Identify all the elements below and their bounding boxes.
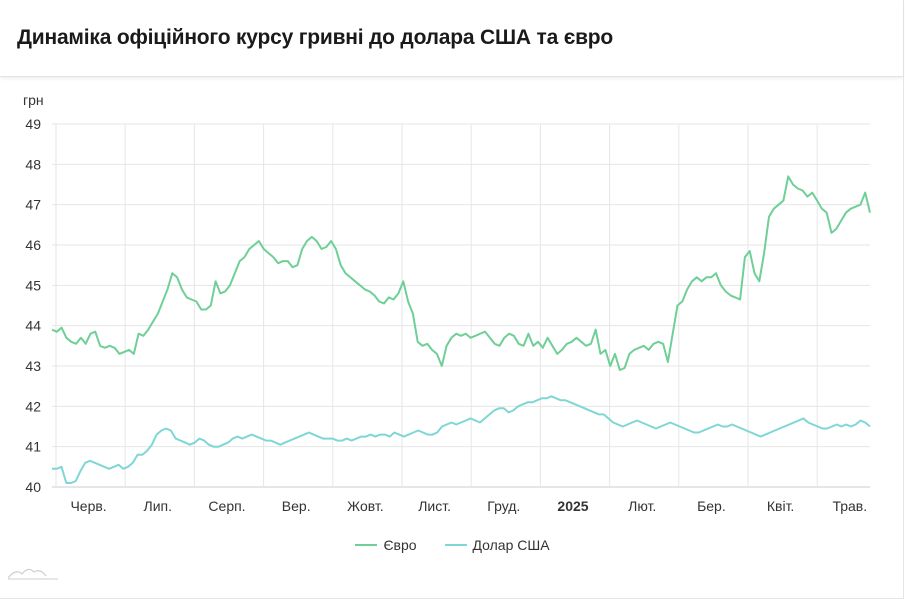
legend-label-usd: Долар США bbox=[472, 537, 550, 553]
y-tick-label: 40 bbox=[25, 479, 41, 495]
x-tick-label: 2025 bbox=[557, 498, 588, 514]
y-tick-label: 41 bbox=[25, 439, 41, 455]
series-lines bbox=[51, 175, 871, 484]
y-axis-unit-label: грн bbox=[23, 92, 44, 108]
legend: Євро Долар США bbox=[0, 537, 905, 553]
grid bbox=[52, 123, 870, 488]
x-tick-label: Квіт. bbox=[767, 498, 794, 514]
page-title: Динаміка офіційного курсу гривні до дола… bbox=[17, 26, 614, 49]
y-tick-label: 49 bbox=[25, 116, 41, 132]
x-tick-label: Жовт. bbox=[347, 498, 383, 514]
chart-header: Динаміка офіційного курсу гривні до дола… bbox=[0, 0, 903, 77]
legend-swatch-usd bbox=[444, 544, 467, 546]
y-tick-label: 45 bbox=[25, 277, 41, 293]
y-axis-ticks: 40 41 42 43 44 45 46 47 48 49 bbox=[25, 116, 41, 495]
legend-label-euro: Євро bbox=[383, 537, 417, 553]
y-tick-label: 43 bbox=[25, 358, 41, 374]
x-tick-label: Трав. bbox=[832, 498, 867, 514]
legend-item-euro[interactable]: Євро bbox=[355, 537, 417, 553]
y-tick-label: 48 bbox=[25, 156, 41, 172]
x-tick-label: Лип. bbox=[144, 498, 172, 514]
chart-logo-icon bbox=[7, 568, 58, 580]
legend-item-usd[interactable]: Долар США bbox=[444, 537, 550, 553]
x-tick-label: Серп. bbox=[208, 498, 245, 514]
x-axis-ticks: Черв. Лип. Серп. Вер. Жовт. Лист. Груд. 2025 Лют… bbox=[70, 498, 867, 514]
legend-swatch-euro bbox=[355, 544, 378, 546]
y-tick-label: 42 bbox=[25, 398, 41, 414]
x-tick-label: Груд. bbox=[487, 498, 520, 514]
x-tick-label: Лист. bbox=[418, 498, 451, 514]
x-tick-label: Вер. bbox=[282, 498, 311, 514]
x-tick-label: Лют. bbox=[628, 498, 656, 514]
x-tick-label: Черв. bbox=[70, 498, 106, 514]
x-tick-label: Бер. bbox=[697, 498, 726, 514]
series-line-euro bbox=[51, 175, 871, 371]
y-tick-label: 47 bbox=[25, 197, 41, 213]
series-line-usd bbox=[52, 395, 871, 484]
y-tick-label: 46 bbox=[25, 237, 41, 253]
y-tick-label: 44 bbox=[25, 318, 41, 334]
